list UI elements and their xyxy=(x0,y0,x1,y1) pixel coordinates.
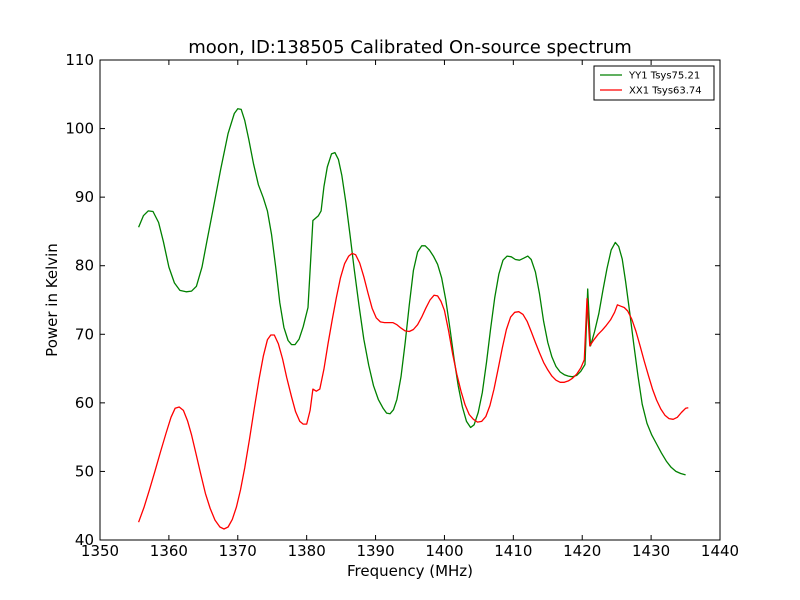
y-tick-label: 100 xyxy=(65,120,94,138)
y-axis-label: Power in Kelvin xyxy=(43,243,61,357)
x-tick-label: 1440 xyxy=(701,542,739,560)
x-tick-label: 1400 xyxy=(425,542,463,560)
x-tick-label: 1360 xyxy=(150,542,188,560)
axes-frame xyxy=(99,59,721,541)
x-tick-label: 1370 xyxy=(219,542,257,560)
x-axis: 1350 1360 1370 1380 1390 1400 1410 1420 1430 1440 xyxy=(81,60,739,560)
x-tick-label: 1350 xyxy=(81,542,119,560)
series-line-1 xyxy=(137,252,689,530)
x-axis-label: Frequency (MHz) xyxy=(347,562,473,580)
series-line-0 xyxy=(137,108,686,476)
x-tick-label: 1380 xyxy=(288,542,326,560)
y-tick-label: 70 xyxy=(75,325,94,343)
x-tick-label: 1420 xyxy=(563,542,601,560)
x-tick-label: 1410 xyxy=(494,542,532,560)
y-tick-label: 90 xyxy=(75,188,94,206)
y-tick-label: 110 xyxy=(65,51,94,69)
y-axis: 40 50 60 70 80 90 100 110 xyxy=(65,51,720,549)
y-tick-label: 50 xyxy=(75,462,94,480)
y-tick-label: 60 xyxy=(75,394,94,412)
legend-box xyxy=(593,65,715,101)
legend-label-1: XX1 Tsys63.74 xyxy=(629,86,702,97)
legend-label-0: YY1 Tsys75.21 xyxy=(628,71,700,82)
legend: YY1 Tsys75.21 XX1 Tsys63.74 xyxy=(593,65,715,101)
plot-series xyxy=(137,108,689,530)
y-tick-label: 40 xyxy=(75,531,94,549)
chart-title: moon, ID:138505 Calibrated On-source spe… xyxy=(188,37,632,58)
x-tick-label: 1430 xyxy=(632,542,670,560)
x-tick-label: 1390 xyxy=(356,542,394,560)
y-tick-label: 80 xyxy=(75,257,94,275)
